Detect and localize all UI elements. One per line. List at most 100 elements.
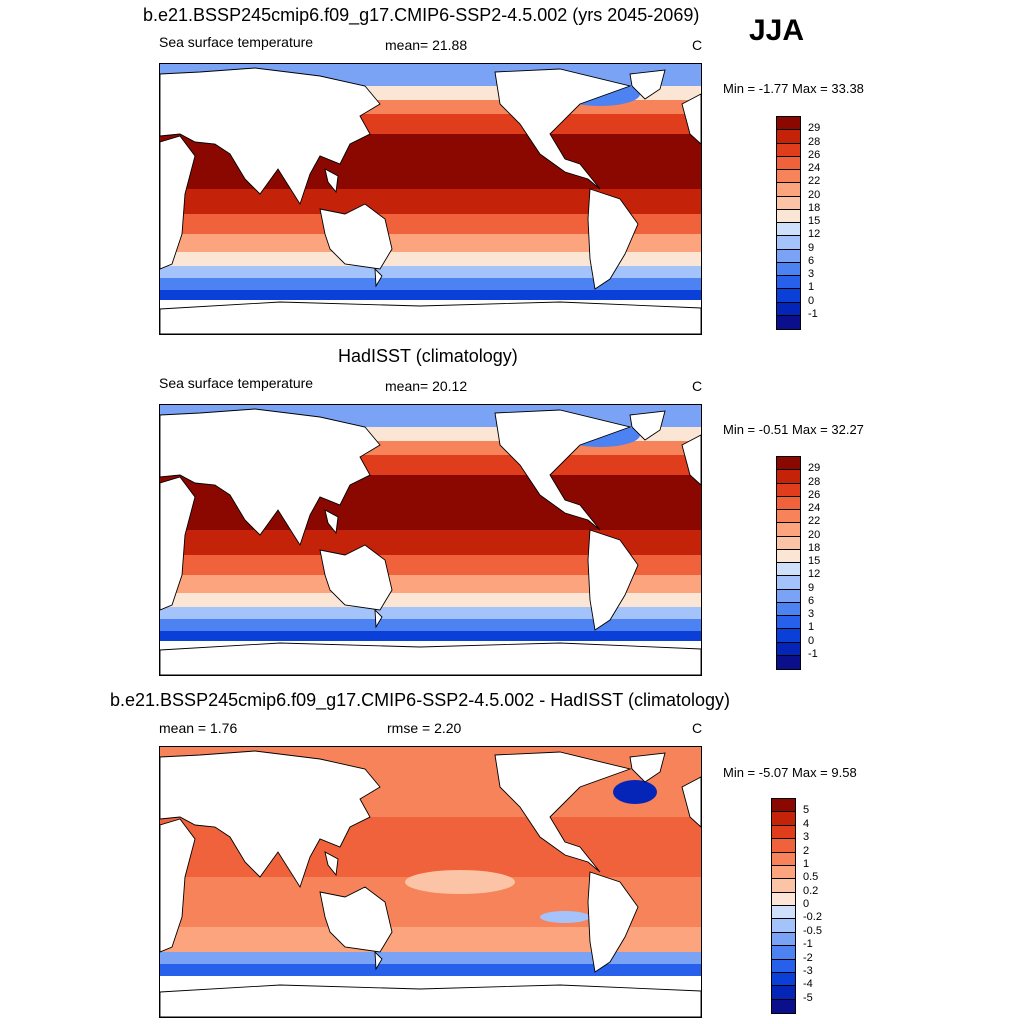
colorbar-swatch (777, 549, 800, 563)
colorbar-swatch (772, 865, 795, 880)
colorbar-swatch (772, 892, 795, 906)
colorbar-swatch (772, 972, 795, 987)
colorbar-tick-label: 26 (808, 488, 821, 501)
colorbar-tick-label: 26 (808, 148, 821, 161)
colorbar-swatch (777, 289, 800, 303)
colorbar-swatch (777, 130, 800, 144)
colorbar-tick-label: 20 (808, 528, 821, 541)
colorbar-swatch (777, 496, 800, 510)
colorbar-swatch (777, 523, 800, 537)
panel-3-title: b.e21.BSSP245cmip6.f09_g17.CMIP6-SSP2-4.… (110, 690, 730, 710)
colorbar-tick-label: 29 (808, 462, 821, 475)
colorbar-tick-label: 5 (803, 804, 810, 817)
colorbar-tick-label: 28 (808, 475, 821, 488)
colorbar-tick-label: 12 (808, 228, 821, 241)
panel-1-map (159, 63, 702, 335)
colorbar-swatch (777, 209, 800, 223)
panel-1-continents (160, 67, 701, 334)
colorbar-tick-label: -1 (808, 307, 818, 320)
colorbar-swatch (777, 117, 800, 131)
panel-3-map (159, 746, 702, 1018)
colorbar-tick-label: 6 (808, 254, 815, 267)
colorbar-swatch (777, 302, 800, 316)
panel-2-title: HadISST (climatology) (338, 346, 518, 366)
colorbar-tick-label: -5 (803, 991, 813, 1004)
colorbar-swatch (772, 919, 795, 933)
panel-3-mean-label: mean = 1.76 (159, 720, 238, 736)
panel-3-unit-label: C (692, 720, 703, 736)
colorbar-swatch (777, 576, 800, 590)
colorbar-tick-label: 20 (808, 188, 821, 201)
panel-1-title: b.e21.BSSP245cmip6.f09_g17.CMIP6-SSP2-4.… (143, 5, 700, 25)
colorbar-swatch (772, 946, 795, 960)
colorbar-tick-label: 24 (808, 162, 821, 174)
colorbar-swatch (772, 999, 795, 1013)
colorbar-tick-label: -2 (803, 951, 813, 964)
colorbar-swatch (777, 196, 800, 210)
colorbar-swatch (777, 315, 800, 329)
colorbar-swatch (777, 170, 800, 184)
colorbar-tick-label: 0.5 (803, 871, 819, 884)
panel-2-minmax-label: Min = -0.51 Max = 32.27 (723, 422, 864, 437)
colorbar-swatch (777, 156, 800, 170)
colorbar-tick-label: 22 (808, 515, 821, 528)
panel-1-mean-label: mean= 21.88 (385, 37, 468, 53)
colorbar-swatch (777, 249, 800, 263)
colorbar-tick-label: -0.5 (803, 924, 822, 937)
panel-3-continents (160, 750, 701, 1017)
colorbar-swatch (772, 852, 795, 866)
colorbar-swatch (777, 143, 800, 157)
colorbar-tick-label: 0 (808, 634, 815, 647)
colorbar-swatch (777, 483, 800, 497)
colorbar-tick-label: -1 (808, 647, 818, 660)
colorbar-tick-label: 3 (808, 268, 815, 280)
colorbar-swatch (772, 825, 795, 840)
panel-1-unit-label: C (692, 37, 703, 53)
colorbar-swatch (777, 642, 800, 656)
panel-2-mean-label: mean= 20.12 (385, 378, 468, 394)
panel-3-colorbar (771, 798, 796, 1014)
colorbar-swatch (777, 563, 800, 577)
panel-2-map (159, 404, 702, 676)
colorbar-tick-label: 15 (808, 555, 821, 567)
colorbar-tick-label: 12 (808, 568, 821, 581)
panel-1-colorbar (776, 116, 801, 330)
colorbar-swatch (777, 602, 800, 616)
colorbar-swatch (777, 223, 800, 237)
colorbar-swatch (777, 183, 800, 197)
colorbar-tick-label: 18 (808, 201, 821, 214)
colorbar-tick-label: 3 (803, 831, 810, 844)
colorbar-swatch (772, 959, 795, 973)
colorbar-swatch (772, 906, 795, 920)
colorbar-tick-label: -0.2 (803, 911, 822, 924)
colorbar-tick-label: 24 (808, 502, 821, 514)
colorbar-tick-label: 28 (808, 135, 821, 148)
panel-2-continents (160, 408, 701, 675)
colorbar-tick-label: 4 (803, 817, 810, 830)
colorbar-swatch (777, 457, 800, 471)
colorbar-tick-label: 3 (808, 608, 815, 620)
colorbar-swatch (772, 812, 795, 826)
colorbar-swatch (777, 510, 800, 524)
colorbar-swatch (772, 932, 795, 947)
colorbar-tick-label: -4 (803, 978, 813, 991)
colorbar-swatch (772, 986, 795, 1000)
panel-2-variable-label: Sea surface temperature (159, 375, 314, 391)
season-label: JJA (749, 14, 805, 47)
panel-1-variable-label: Sea surface temperature (159, 34, 314, 50)
panel-3-rmse-label: rmse = 2.20 (387, 720, 462, 736)
colorbar-tick-label: 0 (808, 294, 815, 307)
colorbar-tick-label: 6 (808, 594, 815, 607)
colorbar-tick-label: 1 (808, 621, 815, 634)
colorbar-tick-label: 1 (803, 857, 810, 870)
panel-2-colorbar (776, 456, 801, 670)
colorbar-tick-label: 0 (803, 898, 810, 910)
colorbar-swatch (777, 616, 800, 630)
panel-2-unit-label: C (692, 378, 703, 394)
colorbar-swatch (777, 236, 800, 250)
colorbar-tick-label: 9 (808, 581, 815, 594)
colorbar-swatch (777, 276, 800, 290)
colorbar-swatch (777, 262, 800, 276)
colorbar-tick-label: -1 (803, 938, 813, 951)
colorbar-swatch (772, 799, 795, 813)
